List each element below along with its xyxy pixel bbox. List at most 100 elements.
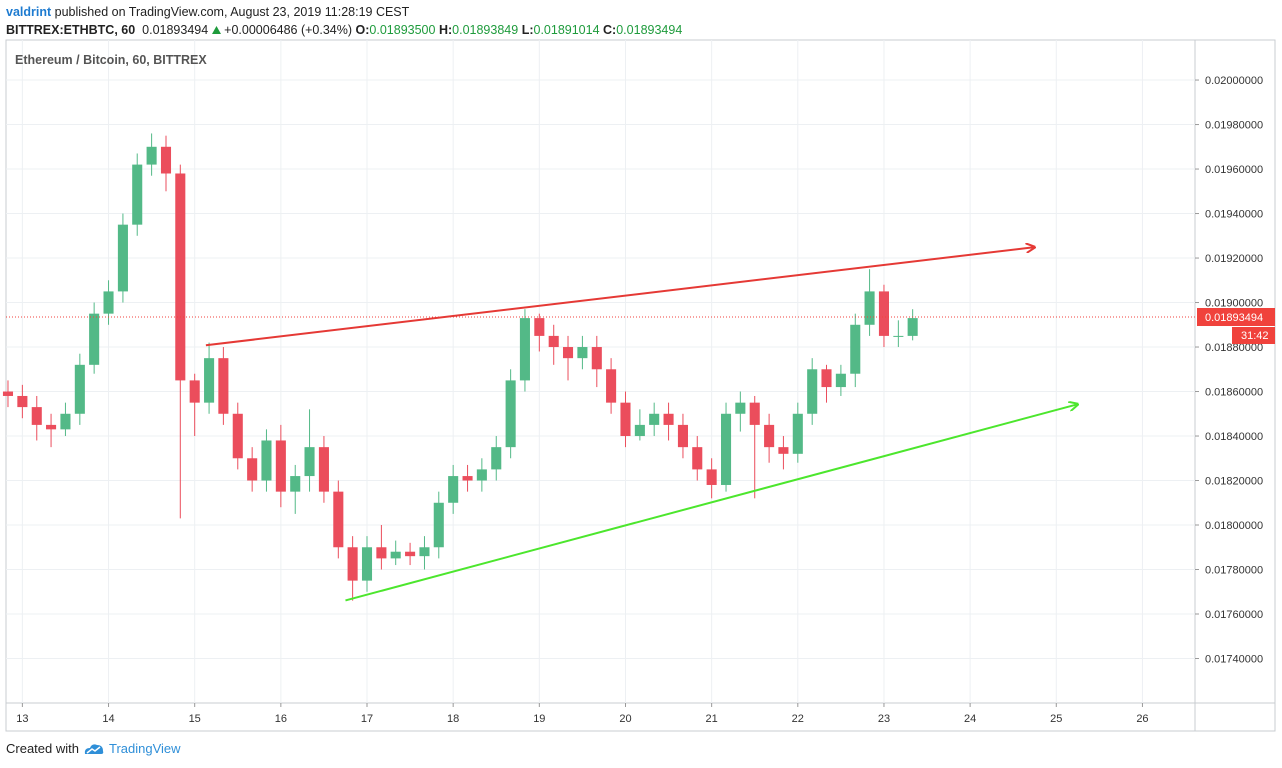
candle-body xyxy=(534,318,545,336)
candle-body xyxy=(548,335,559,348)
candle-body xyxy=(304,447,315,477)
candle-body xyxy=(692,447,703,470)
symbol: BITTREX:ETHBTC, 60 xyxy=(6,23,136,37)
candle-body xyxy=(204,358,215,403)
candle-body xyxy=(807,369,818,414)
header-line-1: valdrint published on TradingView.com, A… xyxy=(6,3,682,21)
o-value: 0.01893500 xyxy=(369,23,436,37)
candle-body xyxy=(649,413,660,425)
author[interactable]: valdrint xyxy=(6,5,52,19)
candle-body xyxy=(117,224,128,292)
countdown-box xyxy=(1232,327,1275,345)
candle-body xyxy=(764,424,775,448)
created-with: Created with xyxy=(6,741,79,756)
y-tick-label: 0.01760000 xyxy=(1205,609,1263,621)
y-tick-label: 0.01860000 xyxy=(1205,387,1263,399)
x-tick-label: 21 xyxy=(706,713,718,725)
candle-body xyxy=(778,447,789,454)
header-line-2: BITTREX:ETHBTC, 60 0.01893494 +0.0000648… xyxy=(6,21,682,39)
tv-logo xyxy=(84,743,104,754)
y-tick-label: 0.01780000 xyxy=(1205,565,1263,577)
l-value: 0.01891014 xyxy=(533,23,600,37)
candle-body xyxy=(419,547,430,557)
l-label: L: xyxy=(521,23,534,37)
candle-body xyxy=(132,164,143,225)
candle-body xyxy=(606,369,617,403)
candle-body xyxy=(878,291,890,336)
candle-body xyxy=(433,502,444,548)
x-tick-label: 18 xyxy=(447,713,459,725)
candle-body xyxy=(2,391,14,396)
candle-body xyxy=(333,491,344,548)
candle-body xyxy=(620,402,631,437)
candle-body xyxy=(749,402,760,425)
candle-body xyxy=(318,447,329,492)
h-value: 0.01893849 xyxy=(452,23,519,37)
change: +0.00006486 (+0.34%) xyxy=(224,23,353,37)
trend-line xyxy=(205,247,1035,347)
candle-body xyxy=(792,413,803,454)
candle-body xyxy=(663,413,674,425)
y-tick-label: 0.01880000 xyxy=(1205,342,1263,354)
up-icon xyxy=(211,26,221,34)
candle-body xyxy=(462,476,473,481)
h-label: H: xyxy=(438,23,453,37)
candle-body xyxy=(290,476,301,492)
x-tick-label: 13 xyxy=(16,713,28,725)
y-tick-label: 0.02000000 xyxy=(1205,75,1263,87)
candle-body xyxy=(390,551,401,559)
y-tick-label: 0.01980000 xyxy=(1205,120,1263,132)
candle-body xyxy=(850,324,861,374)
candle-body xyxy=(275,440,286,492)
c-value: 0.01893494 xyxy=(616,23,683,37)
candle-body xyxy=(31,407,42,425)
candle-body xyxy=(189,380,200,403)
y-tick-label: 0.01920000 xyxy=(1205,253,1263,265)
candle-body xyxy=(677,424,688,448)
candle-body xyxy=(634,424,645,437)
x-tick-label: 19 xyxy=(533,713,545,725)
candle-body xyxy=(89,313,100,365)
last-price-box xyxy=(1197,308,1275,327)
chart-frame xyxy=(5,39,1276,732)
x-tick-label: 15 xyxy=(189,713,201,725)
candle-body xyxy=(218,358,229,414)
c-label: C: xyxy=(603,23,617,37)
candle-body xyxy=(591,347,602,370)
candle-body xyxy=(577,347,588,359)
candle-body xyxy=(405,551,416,557)
candle-body xyxy=(361,547,373,581)
candle-body xyxy=(347,547,358,581)
y-tick-label: 0.01800000 xyxy=(1205,520,1263,532)
candle-body xyxy=(448,476,459,503)
y-tick-label: 0.01940000 xyxy=(1205,209,1263,221)
candle-body xyxy=(505,380,516,448)
y-tick-label: 0.01820000 xyxy=(1205,476,1263,488)
candle-body xyxy=(146,146,157,165)
candle-body xyxy=(491,447,502,470)
last-price-label: 0.01893494 xyxy=(1205,312,1263,324)
x-tick-label: 16 xyxy=(275,713,287,725)
candle-body xyxy=(60,413,71,430)
o-label: O: xyxy=(355,23,370,37)
x-tick-label: 26 xyxy=(1136,713,1148,725)
y-tick-label: 0.01840000 xyxy=(1205,431,1263,443)
published: published on TradingView.com, August 23,… xyxy=(54,5,410,19)
y-tick-label: 0.01740000 xyxy=(1205,654,1263,666)
candle-body xyxy=(864,291,875,325)
countdown-label: 31:42 xyxy=(1241,330,1269,342)
x-tick-label: 14 xyxy=(102,713,114,725)
brand[interactable]: TradingView xyxy=(108,741,181,756)
candle-body xyxy=(519,318,530,381)
candle-body xyxy=(562,347,574,359)
header: valdrint published on TradingView.com, A… xyxy=(6,3,682,39)
candle-body xyxy=(103,291,114,314)
candle-body xyxy=(261,440,272,481)
x-tick-label: 17 xyxy=(361,713,373,725)
x-tick-label: 20 xyxy=(619,713,631,725)
x-tick-label: 22 xyxy=(792,713,804,725)
candle-body xyxy=(160,146,172,174)
candle-body xyxy=(232,413,243,459)
